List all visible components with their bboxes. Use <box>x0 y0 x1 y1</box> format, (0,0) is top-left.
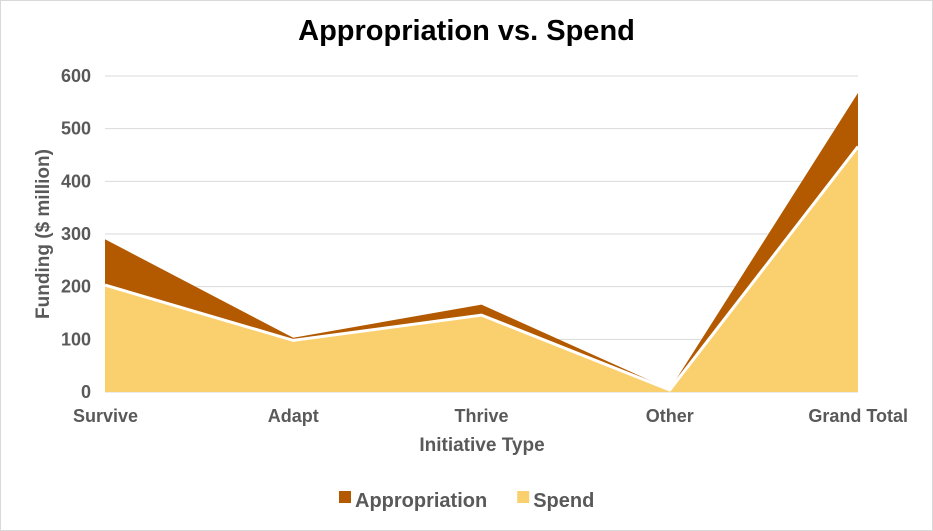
legend-swatch <box>339 491 351 503</box>
legend-label: Appropriation <box>355 490 487 512</box>
chart-title: Appropriation vs. Spend <box>298 15 635 47</box>
y-tick-label: 100 <box>61 329 91 349</box>
x-tick-label: Adapt <box>268 406 319 426</box>
x-tick-label: Thrive <box>454 406 508 426</box>
legend-swatch <box>517 491 530 503</box>
legend-label: Spend <box>533 490 594 512</box>
y-tick-label: 500 <box>61 119 91 139</box>
y-tick-label: 0 <box>81 382 91 402</box>
x-axis-title: Initiative Type <box>419 435 544 456</box>
x-tick-label: Survive <box>73 406 138 426</box>
y-tick-label: 600 <box>61 66 91 86</box>
x-tick-label: Grand Total <box>808 406 908 426</box>
area-spend <box>105 146 858 392</box>
x-tick-label: Other <box>646 406 694 426</box>
y-axis-title: Funding ($ million) <box>33 149 54 319</box>
area-edge-line <box>104 145 860 392</box>
y-tick-label: 200 <box>61 277 91 297</box>
y-tick-label: 400 <box>61 171 91 191</box>
y-tick-label: 300 <box>61 224 91 244</box>
